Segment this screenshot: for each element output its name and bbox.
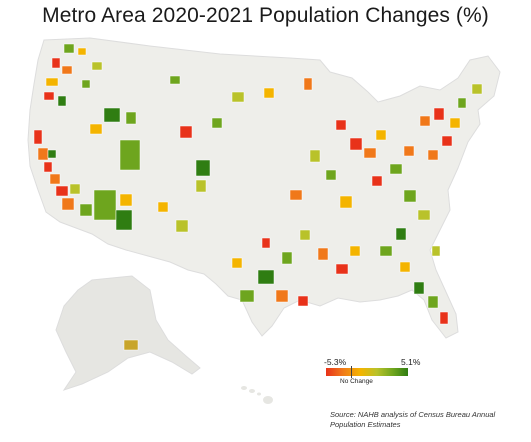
continental-us-shape bbox=[27, 37, 501, 339]
page-title: Metro Area 2020-2021 Population Changes … bbox=[42, 4, 489, 27]
legend-max-label: 5.1% bbox=[401, 357, 421, 367]
legend-no-change-label: No Change bbox=[340, 378, 373, 385]
source-note: Source: NAHB analysis of Census Bureau A… bbox=[330, 410, 496, 429]
legend-min-label: -5.3% bbox=[324, 357, 347, 367]
metro-areas bbox=[33, 43, 483, 351]
legend-zero-tick bbox=[351, 366, 352, 378]
hawaii-shapes bbox=[241, 386, 273, 404]
legend-color-scale bbox=[326, 368, 408, 376]
alaska-shape bbox=[55, 275, 201, 391]
